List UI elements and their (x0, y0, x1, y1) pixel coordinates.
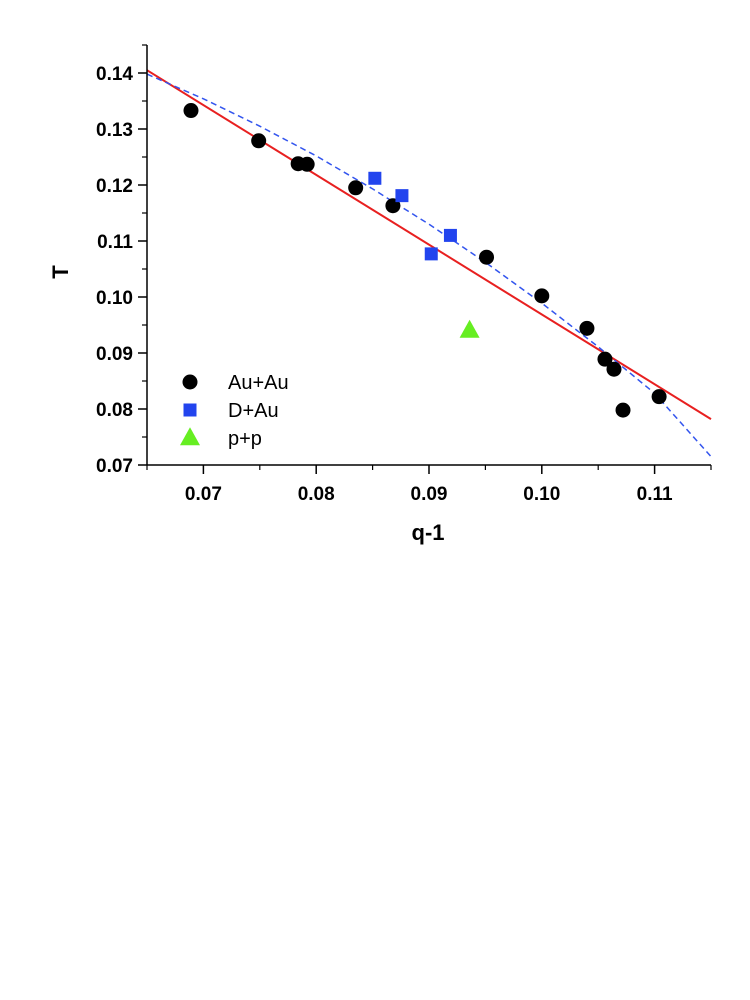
d-au-point (443, 228, 457, 242)
legend-label-au-au: Au+Au (228, 372, 289, 394)
legend-label-p-p: p+p (228, 428, 262, 450)
y-tick-label: 0.08 (96, 400, 133, 421)
au-au-point (251, 133, 267, 149)
d-au-point (395, 189, 409, 203)
x-tick-label: 0.07 (185, 484, 222, 505)
d-au-point (424, 247, 438, 261)
au-au-point (183, 103, 199, 119)
y-tick-label: 0.13 (96, 120, 133, 141)
data-markers (183, 103, 667, 418)
fit-lines (146, 69, 712, 458)
legend-label-d-au: D+Au (228, 400, 279, 422)
au-au-point (651, 389, 667, 405)
au-au-point (597, 351, 613, 367)
x-axis-title: q-1 (412, 520, 445, 545)
au-au-point (534, 288, 550, 304)
dashed-fit-line (146, 73, 712, 458)
x-tick-label: 0.11 (637, 484, 673, 505)
y-tick-label: 0.11 (97, 232, 133, 253)
x-tick-label: 0.08 (298, 484, 335, 505)
au-au-point (299, 156, 315, 172)
legend: Au+Au D+Au p+p (180, 372, 289, 450)
x-tick-label: 0.09 (411, 484, 448, 505)
y-tick-label: 0.07 (96, 456, 133, 477)
y-tick-label: 0.14 (96, 64, 133, 85)
au-au-point (606, 361, 622, 377)
au-au-point (579, 320, 595, 336)
y-tick-label: 0.12 (96, 176, 133, 197)
d-au-point (368, 171, 382, 185)
au-au-point (615, 402, 631, 418)
y-ticks: 0.07 0.08 0.09 0.10 0.11 0.12 0.13 0.14 (96, 44, 147, 477)
legend-marker-p-p (180, 427, 200, 446)
x-tick-label: 0.10 (523, 484, 560, 505)
x-ticks: 0.07 0.08 0.09 0.10 0.11 (146, 465, 712, 505)
y-tick-label: 0.09 (96, 344, 133, 365)
legend-marker-au-au (182, 374, 198, 390)
p-p-point (459, 319, 480, 338)
au-au-point (348, 180, 364, 196)
y-tick-label: 0.10 (96, 288, 133, 309)
au-au-point (479, 249, 495, 265)
solid-fit-line (146, 69, 712, 420)
legend-marker-d-au (183, 403, 197, 417)
y-axis-title: T (48, 265, 73, 279)
